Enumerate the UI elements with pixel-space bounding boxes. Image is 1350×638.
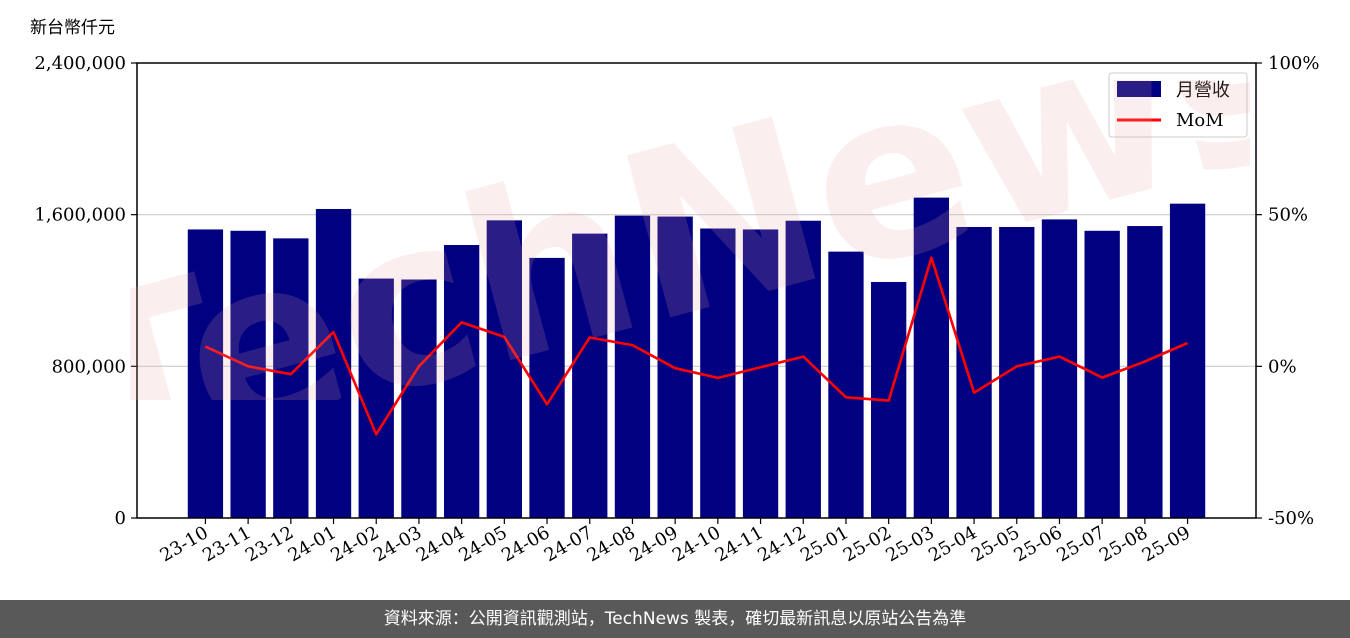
x-tick-label: 23-12 — [242, 522, 297, 566]
x-axis: 23-1023-1123-1224-0124-0224-0324-0424-05… — [156, 518, 1194, 566]
revenue-bar — [230, 230, 266, 518]
revenue-bar — [700, 228, 736, 518]
x-tick-label: 24-05 — [455, 522, 510, 566]
x-tick-label: 24-09 — [626, 522, 681, 566]
x-tick-label: 23-11 — [199, 522, 254, 566]
x-tick-label: 25-05 — [968, 522, 1023, 566]
y2-tick-label: 50% — [1268, 205, 1308, 226]
x-tick-label: 24-12 — [754, 522, 809, 566]
legend-swatch-revenue — [1117, 81, 1161, 97]
x-tick-label: 24-06 — [498, 522, 553, 566]
x-tick-label: 25-07 — [1053, 522, 1108, 566]
x-tick-label: 23-10 — [156, 522, 211, 566]
y-tick-label: 0 — [115, 508, 126, 529]
revenue-bar — [273, 238, 309, 519]
revenue-bar — [529, 257, 565, 518]
x-tick-label: 24-11 — [712, 522, 767, 566]
x-tick-label: 25-08 — [1096, 522, 1151, 566]
mom-line — [204, 256, 1189, 436]
x-tick-label: 25-01 — [797, 522, 852, 566]
revenue-bar — [1041, 219, 1078, 518]
y2-tick-label: -50% — [1268, 508, 1314, 529]
x-tick-label: 25-06 — [1011, 522, 1066, 566]
x-tick-label: 25-09 — [1139, 522, 1194, 566]
revenue-bars — [187, 197, 1206, 519]
left-y-axis: 0 800,000 1,600,000 2,400,000 — [34, 53, 137, 529]
y2-tick-label: 0% — [1268, 356, 1297, 377]
right-y-axis: -50% 0% 50% 100% — [1256, 53, 1319, 529]
x-tick-label: 24-07 — [541, 522, 596, 566]
revenue-bar — [486, 220, 522, 518]
revenue-bar — [614, 215, 651, 519]
revenue-bar — [913, 197, 950, 518]
revenue-bar — [1169, 203, 1206, 518]
x-tick-label: 24-04 — [413, 522, 468, 566]
legend-label-revenue: 月營收 — [1176, 80, 1230, 101]
y-tick-label: 800,000 — [52, 356, 126, 377]
revenue-bar — [358, 278, 394, 518]
revenue-bar — [742, 229, 779, 518]
revenue-bar — [572, 233, 608, 518]
y-tick-label: 2,400,000 — [34, 53, 126, 74]
footer-source-note: 資料來源：公開資訊觀測站，TechNews 製表，確切最新訊息以原站公告為準 — [0, 600, 1350, 638]
x-tick-label: 24-01 — [285, 522, 340, 566]
plot-frame — [136, 62, 1257, 519]
revenue-bar — [443, 245, 480, 518]
revenue-bar — [401, 279, 437, 518]
mom-line-group — [204, 256, 1189, 436]
x-tick-label: 24-03 — [370, 522, 425, 566]
x-tick-label: 24-08 — [584, 522, 639, 566]
x-tick-label: 25-04 — [925, 522, 980, 566]
revenue-bar — [1084, 230, 1120, 518]
revenue-bar — [1127, 226, 1163, 518]
y-axis-label: 新台幣仟元 — [30, 18, 115, 38]
x-tick-label: 25-03 — [882, 522, 937, 566]
y-tick-label: 1,600,000 — [34, 205, 126, 226]
legend: 月營收 MoM — [1108, 72, 1248, 138]
x-tick-label: 24-10 — [669, 522, 724, 566]
x-tick-label: 24-02 — [327, 522, 382, 566]
revenue-bar — [187, 229, 224, 518]
y2-tick-label: 100% — [1268, 53, 1319, 74]
chart: 0 800,000 1,600,000 2,400,000 -50% 0% 50% 100%… — [30, 18, 1319, 566]
legend-label-mom: MoM — [1176, 110, 1224, 131]
x-tick-label: 25-02 — [840, 522, 895, 566]
revenue-bar — [956, 226, 992, 519]
